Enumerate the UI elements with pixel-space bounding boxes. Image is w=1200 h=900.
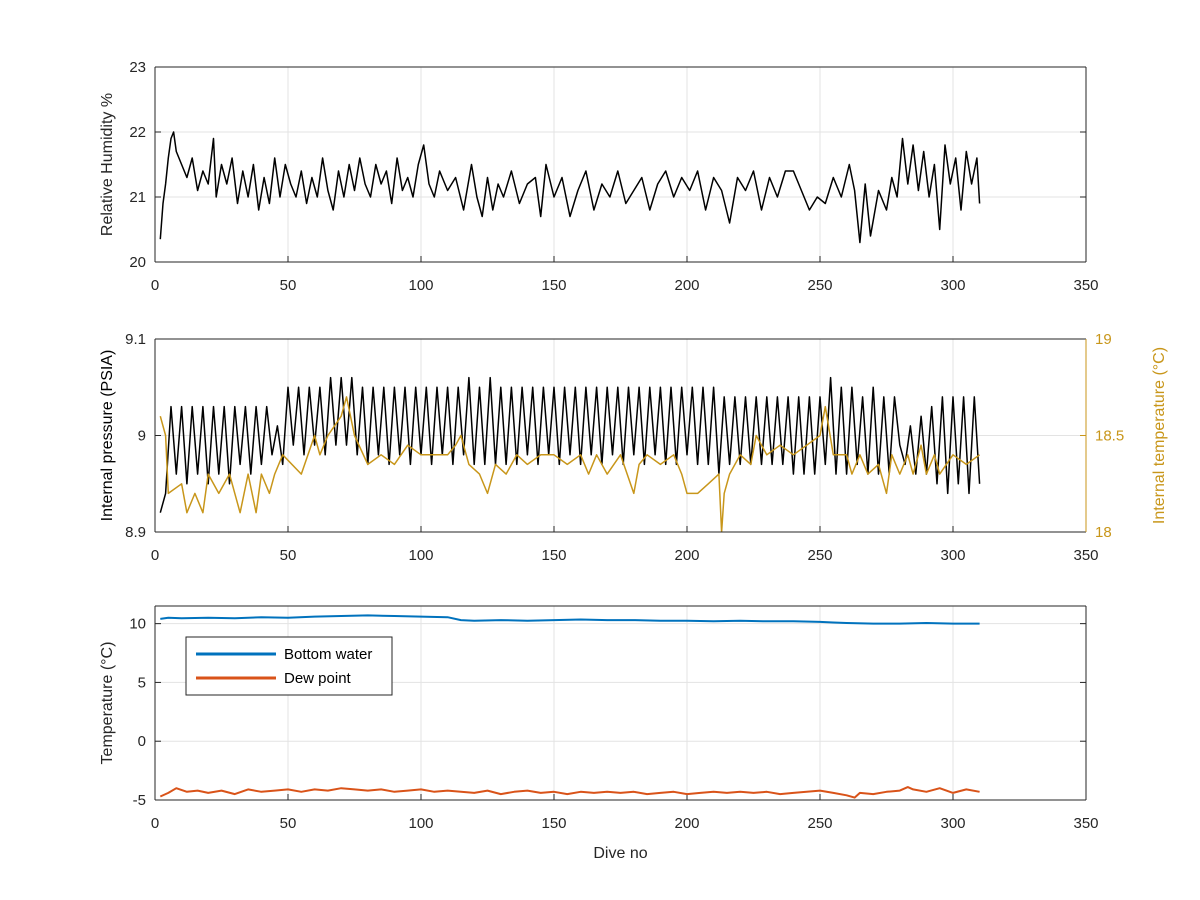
temperature-xtick-label: 50 [280, 815, 297, 832]
legend-entry: Dew point [284, 670, 352, 687]
temperature-xtick-label: 150 [541, 815, 566, 832]
pressure-xtick-label: 50 [280, 547, 297, 564]
temperature-dew-point-line [159, 786, 980, 799]
pressure-temperature-line [159, 396, 981, 532]
temperature-xtick-label: 100 [408, 815, 433, 832]
pressure-ytick-label: 9 [138, 428, 146, 445]
humidity-axes [155, 67, 1086, 262]
temperature-xtick-label: 250 [807, 815, 832, 832]
humidity-xtick-label: 0 [151, 277, 159, 294]
legend-box [185, 636, 393, 696]
temperature-ylabel: Temperature (°C) [99, 642, 116, 765]
temperature-xtick-label: 200 [674, 815, 699, 832]
temperature-ytick-label: -5 [133, 792, 146, 809]
humidity-series-0-line [159, 131, 981, 244]
humidity-xtick-label: 300 [940, 277, 965, 294]
temperature-ytick-label: 5 [138, 674, 146, 691]
legend-entry: Bottom water [284, 646, 372, 663]
humidity-xtick-label: 150 [541, 277, 566, 294]
temperature-ytick-label: 10 [129, 616, 146, 633]
pressure-y2tick-label: 18.5 [1095, 428, 1124, 445]
pressure-series-0-line [159, 376, 981, 513]
humidity-ytick-label: 21 [129, 189, 146, 206]
humidity-xtick-label: 350 [1073, 277, 1098, 294]
pressure-xtick-label: 0 [151, 547, 159, 564]
pressure-y2label: Internal temperature (°C) [1151, 347, 1168, 524]
temperature-legend: Bottom water Dew point [185, 636, 393, 696]
pressure-xtick-label: 250 [807, 547, 832, 564]
temperature-xtick-label: 350 [1073, 815, 1098, 832]
pressure-ytick-label: 9.1 [125, 331, 146, 348]
humidity-xtick-label: 100 [408, 277, 433, 294]
humidity-xtick-label: 50 [280, 277, 297, 294]
humidity-ylabel: Relative Humidity % [99, 93, 116, 236]
pressure-y2tick-label: 18 [1095, 524, 1112, 541]
humidity-xtick-label: 200 [674, 277, 699, 294]
pressure-panel: 0 50 100 150 200 250 300 350 8.9 9 9.1 18 18.5 19 Inte… [99, 331, 1168, 564]
humidity-xtick-label: 250 [807, 277, 832, 294]
pressure-xtick-label: 150 [541, 547, 566, 564]
pressure-y2tick-label: 19 [1095, 331, 1112, 348]
temperature-ytick-label: 0 [138, 733, 146, 750]
temperature-xtick-label: 0 [151, 815, 159, 832]
pressure-xtick-label: 300 [940, 547, 965, 564]
pressure-xtick-label: 100 [408, 547, 433, 564]
humidity-ytick-label: 22 [129, 124, 146, 141]
humidity-panel: 0 50 100 150 200 250 300 350 20 21 22 23 Relative Hu… [99, 59, 1099, 294]
temperature-xtick-label: 300 [940, 815, 965, 832]
humidity-ytick-label: 20 [129, 254, 146, 271]
pressure-xtick-label: 350 [1073, 547, 1098, 564]
temperature-panel: 0 50 100 150 200 250 300 350 -5 0 5 10 Temperature (… [99, 605, 1099, 862]
pressure-ytick-label: 8.9 [125, 524, 146, 541]
humidity-ytick-label: 23 [129, 59, 146, 76]
pressure-ylabel: Internal pressure (PSIA) [99, 350, 116, 522]
temperature-bottom-water-line [160, 614, 980, 625]
temperature-axes [155, 606, 1086, 800]
pressure-xtick-label: 200 [674, 547, 699, 564]
temperature-xlabel: Dive no [593, 845, 647, 862]
